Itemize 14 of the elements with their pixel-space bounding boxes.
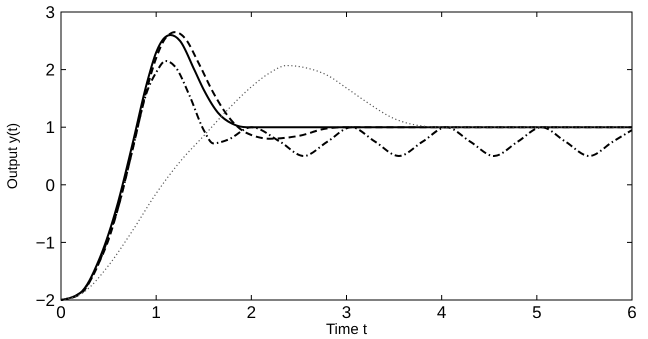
x-tick-label: 2: [246, 303, 256, 322]
y-tick-label: 1: [46, 118, 55, 138]
x-tick-label: 5: [532, 303, 542, 322]
y-axis-title: Output y(t): [4, 122, 20, 190]
x-tick-label: 6: [627, 303, 637, 322]
y-tick-label: 0: [46, 176, 55, 195]
y-tick-label: −2: [36, 291, 55, 310]
y-tick-label: −1: [36, 233, 55, 252]
x-tick-label: 1: [151, 303, 161, 322]
y-tick-label: 2: [46, 60, 55, 80]
x-tick-label: 3: [342, 303, 352, 322]
x-axis-title: Time t: [326, 321, 368, 338]
y-tick-label: 3: [46, 3, 55, 22]
x-tick-label: 4: [436, 303, 446, 322]
